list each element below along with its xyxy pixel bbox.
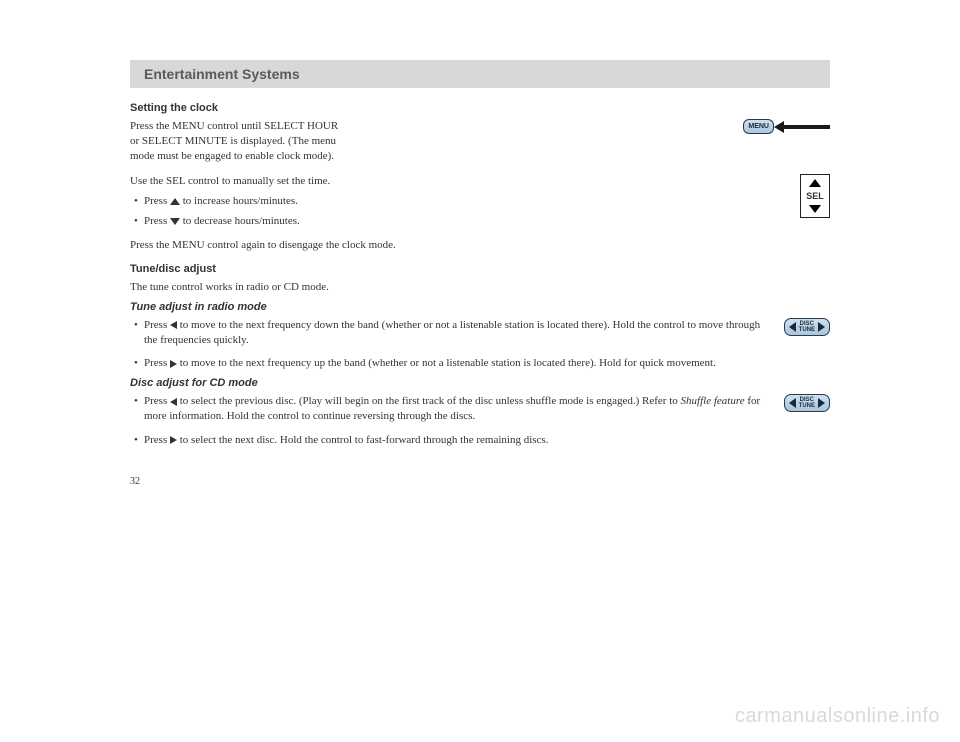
radio-bullet-down: Press to move to the next frequency down… <box>130 318 764 348</box>
text-fragment: to select the previous disc. (Play will … <box>177 395 681 407</box>
text-fragment: to decrease hours/minutes. <box>180 215 300 227</box>
text-fragment: Press <box>144 357 170 369</box>
sel-up-icon <box>809 179 821 187</box>
disc-tune-graphic-2: DISC TUNE <box>784 394 830 412</box>
section-title: Entertainment Systems <box>144 66 816 82</box>
clock-row-2: Use the SEL control to manually set the … <box>130 174 830 235</box>
triangle-right-icon <box>170 436 177 444</box>
cd-bullet-next: Press to select the next disc. Hold the … <box>130 433 830 448</box>
disc-right-icon <box>818 322 825 332</box>
text-fragment: Press <box>144 434 170 446</box>
cd-bullet-prev: Press to select the previous disc. (Play… <box>130 394 764 424</box>
heading-cd-mode: Disc adjust for CD mode <box>130 377 830 389</box>
page-number: 32 <box>130 476 830 487</box>
heading-radio-mode: Tune adjust in radio mode <box>130 301 830 313</box>
disc-tune-label: DISC TUNE <box>799 321 815 333</box>
clock-bullet-list: Press to increase hours/minutes. Press t… <box>130 194 780 229</box>
text-fragment: to select the next disc. Hold the contro… <box>177 434 548 446</box>
menu-button-graphic: MENU <box>743 119 830 134</box>
arrow-left-icon <box>774 121 784 133</box>
triangle-right-icon <box>170 360 177 368</box>
clock-row-1: Press the MENU control until SELECT HOUR… <box>130 119 830 170</box>
text-fragment: Press <box>144 395 170 407</box>
sel-control-graphic: SEL <box>800 174 830 218</box>
clock-bullet-decrease: Press to decrease hours/minutes. <box>130 214 780 229</box>
cd-row: Press to select the previous disc. (Play… <box>130 394 830 429</box>
text-fragment: to move to the next frequency up the ban… <box>177 357 716 369</box>
sel-label: SEL <box>806 191 824 201</box>
clock-bullet-increase: Press to increase hours/minutes. <box>130 194 780 209</box>
heading-setting-clock: Setting the clock <box>130 102 830 114</box>
radio-bullet-up: Press to move to the next frequency up t… <box>130 356 830 371</box>
triangle-down-icon <box>170 218 180 225</box>
radio-row: Press to move to the next frequency down… <box>130 318 830 353</box>
triangle-up-icon <box>170 198 180 205</box>
watermark: carmanualsonline.info <box>735 705 940 728</box>
heading-tune-disc: Tune/disc adjust <box>130 263 830 275</box>
radio-bullet-list-2: Press to move to the next frequency up t… <box>130 356 830 371</box>
cd-bullet-list-2: Press to select the next disc. Hold the … <box>130 433 830 448</box>
clock-paragraph-2: Use the SEL control to manually set the … <box>130 174 370 189</box>
disc-left-icon <box>789 322 796 332</box>
triangle-left-icon <box>170 398 177 406</box>
tune-paragraph-1: The tune control works in radio or CD mo… <box>130 280 830 295</box>
menu-button-icon: MENU <box>743 119 774 134</box>
disc-tune-label: DISC TUNE <box>799 397 815 409</box>
text-fragment-italic: Shuffle feature <box>681 395 745 407</box>
text-fragment: Press <box>144 195 170 207</box>
clock-paragraph-1: Press the MENU control until SELECT HOUR… <box>130 119 350 164</box>
text-fragment: to increase hours/minutes. <box>180 195 298 207</box>
text-fragment: TUNE <box>799 403 815 409</box>
manual-page: Entertainment Systems Setting the clock … <box>0 0 960 517</box>
clock-paragraph-3: Press the MENU control again to disengag… <box>130 238 830 253</box>
text-fragment: TUNE <box>799 327 815 333</box>
disc-right-icon <box>818 398 825 408</box>
text-fragment: Press <box>144 215 170 227</box>
triangle-left-icon <box>170 321 177 329</box>
text-fragment: Press <box>144 319 170 331</box>
text-fragment: to move to the next frequency down the b… <box>144 319 760 346</box>
disc-left-icon <box>789 398 796 408</box>
arrow-shaft <box>784 125 830 129</box>
disc-tune-graphic-1: DISC TUNE <box>784 318 830 336</box>
cd-bullet-list: Press to select the previous disc. (Play… <box>130 394 764 424</box>
sel-down-icon <box>809 205 821 213</box>
section-header-bar: Entertainment Systems <box>130 60 830 88</box>
radio-bullet-list: Press to move to the next frequency down… <box>130 318 764 348</box>
